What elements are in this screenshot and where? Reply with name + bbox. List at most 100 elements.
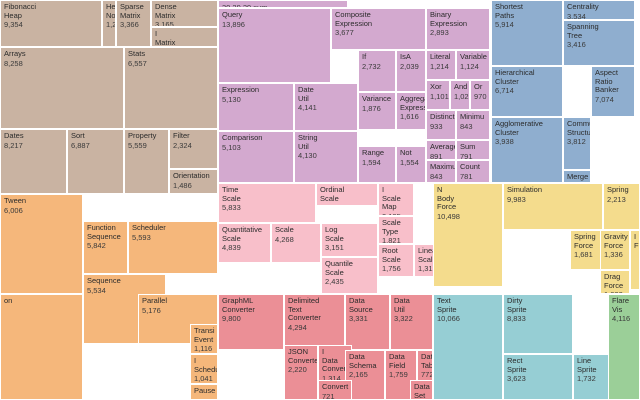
treemap-cell[interactable]: Or 970 <box>470 80 490 110</box>
cell-label: Aggrega Expressi <box>400 94 426 112</box>
cell-value: 10,498 <box>437 211 460 221</box>
treemap-cell[interactable]: Date Util 4,141 <box>294 83 358 131</box>
treemap-cell[interactable]: GraphML Converter 9,800 <box>218 294 284 350</box>
treemap-cell[interactable]: Scheduler 5,593 <box>128 221 218 274</box>
treemap-cell[interactable]: IsA 2,039 <box>396 50 426 92</box>
treemap-cell[interactable]: He No 1,2 <box>102 0 116 47</box>
treemap-cell[interactable]: Query 13,896 <box>218 8 331 83</box>
treemap-cell[interactable]: Sort 6,887 <box>67 129 124 194</box>
treemap-cell[interactable]: Text Sprite 10,066 <box>433 294 503 400</box>
cell-label: N Body Force <box>437 185 457 211</box>
treemap-cell[interactable]: Simulation 9,983 <box>503 183 603 230</box>
treemap-cell[interactable]: Minimu 843 <box>456 110 490 140</box>
cell-label: Data Schema <box>349 352 377 370</box>
treemap-cell[interactable]: 30 29 29 sum <box>218 0 348 8</box>
cell-value: 1,876 <box>362 103 381 113</box>
treemap-cell[interactable]: Average 891 <box>426 140 456 160</box>
treemap-cell[interactable]: Log Scale 3,151 <box>321 223 378 257</box>
treemap-cell[interactable]: Not 1,554 <box>396 146 426 183</box>
treemap-cell[interactable]: N Body Force 10,498 <box>433 183 503 287</box>
cell-value: 3,322 <box>394 314 413 323</box>
treemap-cell[interactable]: Spring 2,213 <box>603 183 640 230</box>
cell-label: Log Scale <box>325 225 344 243</box>
treemap-cell[interactable]: I Scale Map 2,105 <box>378 183 414 216</box>
treemap-cell[interactable]: Dense Matrix 3,165 <box>151 0 218 27</box>
treemap-cell[interactable]: on <box>0 294 83 400</box>
treemap-cell[interactable]: Centrality 3,534 <box>563 0 635 20</box>
treemap-cell[interactable]: Variance 1,876 <box>358 92 396 130</box>
treemap-cell[interactable]: Count 781 <box>456 160 490 183</box>
cell-value: 5,176 <box>142 305 161 315</box>
treemap-cell[interactable]: Data Source 3,331 <box>345 294 390 350</box>
treemap-cell[interactable]: Spring Force 1,681 <box>570 230 603 270</box>
treemap-cell[interactable]: Scale Type 1,821 <box>378 216 414 244</box>
cell-label: Data Util <box>394 296 410 314</box>
treemap-cell[interactable]: Literal 1,214 <box>426 50 456 80</box>
treemap-cell[interactable]: Transi Event 1,116 <box>190 324 218 354</box>
treemap-cell[interactable]: Variable 1,124 <box>456 50 490 80</box>
treemap-cell[interactable]: Filter 2,324 <box>169 129 218 169</box>
treemap-cell[interactable]: I Schedu 1,041 <box>190 354 218 384</box>
treemap-cell[interactable]: Time Scale 5,833 <box>218 183 316 223</box>
treemap-cell[interactable]: Community Structure3,812 <box>563 117 591 170</box>
treemap-cell[interactable]: String Util 4,130 <box>294 131 358 183</box>
treemap-cell[interactable]: Maximum843 <box>426 160 456 183</box>
treemap-cell[interactable]: Dirty Sprite 8,833 <box>503 294 573 354</box>
cell-value: 772 <box>421 370 433 379</box>
treemap-cell[interactable]: Stats 6,557 <box>124 47 218 129</box>
treemap-cell[interactable]: Expression 5,130 <box>218 83 294 131</box>
treemap-cell[interactable]: Aspect Ratio Banker 7,074 <box>591 66 635 117</box>
treemap-cell[interactable]: Rect Sprite 3,623 <box>503 354 573 400</box>
treemap-cell[interactable]: Arrays 8,258 <box>0 47 124 129</box>
treemap-cell[interactable]: Data Set586 <box>410 380 433 400</box>
cell-value: 1,554 <box>400 157 419 167</box>
cell-value: 970 <box>474 91 487 101</box>
treemap-cell[interactable]: Fibonacci Heap 9,354 <box>0 0 102 47</box>
cell-label: Xor <box>430 82 442 91</box>
treemap-cell[interactable]: Convert 721 <box>318 380 352 400</box>
treemap-cell[interactable]: Data Util 3,322 <box>390 294 433 350</box>
treemap-cell[interactable]: Pause <box>190 384 218 400</box>
treemap-cell[interactable]: Distinct 933 <box>426 110 456 140</box>
treemap-cell[interactable]: Tween 6,006 <box>0 194 83 294</box>
treemap-cell[interactable]: Comparison 5,103 <box>218 131 294 183</box>
treemap-cell[interactable]: Binary Expression 2,893 <box>426 8 490 50</box>
treemap-cell[interactable]: Root Scale 1,756 <box>378 244 414 277</box>
treemap-cell[interactable]: Sparse Matrix 3,366 <box>116 0 151 47</box>
treemap-cell[interactable]: Gravity Force 1,336 <box>600 230 630 270</box>
treemap-cell[interactable]: Orientation 1,486 <box>169 169 218 194</box>
treemap-cell[interactable]: I Matrix2,815 <box>151 27 218 47</box>
treemap-cell[interactable]: Flare Vis 4,116 <box>608 294 640 400</box>
cell-label: Dates <box>4 131 24 140</box>
treemap-cell[interactable]: Aggrega Expressi 1,616 <box>396 92 426 130</box>
treemap-cell[interactable]: Scale 4,268 <box>271 223 321 263</box>
treemap-cell[interactable]: Quantile Scale 2,435 <box>321 257 378 294</box>
cell-label: Rect Sprite <box>507 356 527 374</box>
cell-value: 1,041 <box>194 374 213 383</box>
treemap-cell[interactable]: Sum 791 <box>456 140 490 160</box>
treemap-cell[interactable]: If 2,732 <box>358 50 396 92</box>
treemap-cell[interactable]: Function Sequence 5,842 <box>83 221 128 274</box>
treemap-cell[interactable]: Line Sprite 1,732 <box>573 354 613 400</box>
treemap-cell[interactable]: Delimited Text Converter 4,294 <box>284 294 345 350</box>
treemap-cell[interactable]: Range 1,594 <box>358 146 396 183</box>
treemap-cell[interactable]: Xor 1,101 <box>426 80 450 110</box>
treemap-cell[interactable]: JSON Converter 2,220 <box>284 345 318 400</box>
cell-value: 9,800 <box>222 314 241 323</box>
treemap-cell[interactable]: Spanning Tree 3,416 <box>563 20 635 66</box>
cell-label: Linea Scale <box>418 246 435 264</box>
cell-label: Minimu <box>460 112 485 121</box>
treemap-cell[interactable]: Quantitative Scale 4,839 <box>218 223 271 263</box>
treemap-cell[interactable]: I F <box>630 230 640 290</box>
treemap-cell[interactable]: Hierarchical Cluster 6,714 <box>491 66 563 117</box>
treemap-cell[interactable]: Dates 8,217 <box>0 129 67 194</box>
treemap-cell[interactable]: Merge <box>563 170 591 183</box>
treemap-cell[interactable]: Linea Scale 1,316 <box>414 244 435 277</box>
treemap-cell[interactable]: Property 5,559 <box>124 129 169 194</box>
treemap-cell[interactable]: Shortest Paths 5,914 <box>491 0 563 66</box>
treemap-cell[interactable]: Composite Expression 3,677 <box>331 8 426 50</box>
treemap-cell[interactable]: Agglomerative Cluster 3,938 <box>491 117 563 183</box>
